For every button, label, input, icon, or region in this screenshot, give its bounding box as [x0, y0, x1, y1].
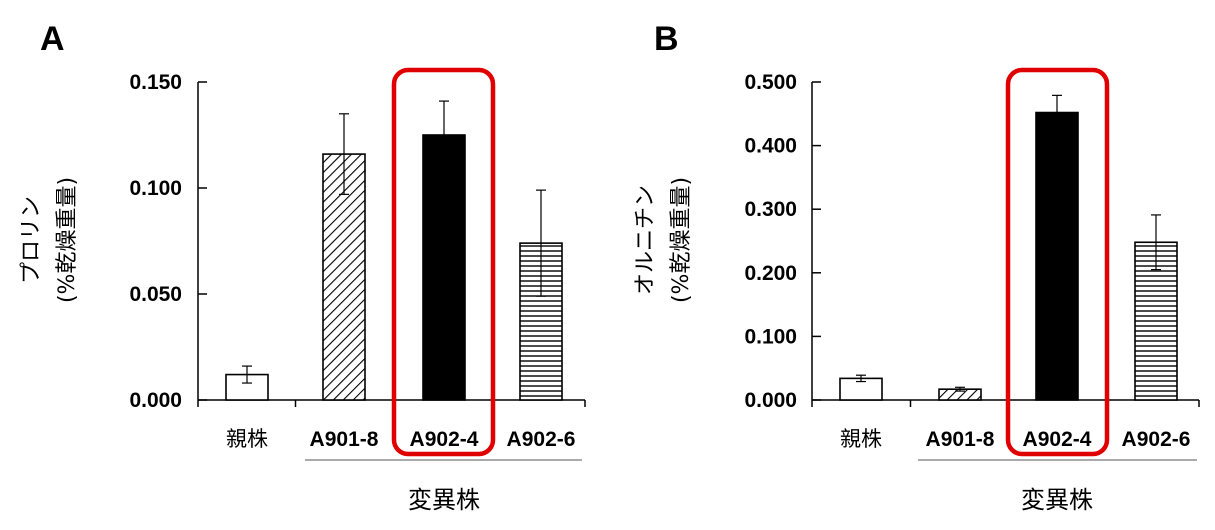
y-tick-label: 0.300	[744, 198, 797, 221]
y-tick-label: 0.400	[744, 135, 797, 158]
y-axis-title-a: プロリン	[19, 196, 44, 284]
panel-letter-a: A	[40, 20, 65, 58]
y-axis-unit-a: (%乾燥重量)	[55, 177, 80, 303]
x-category-label: A901-8	[926, 428, 995, 451]
panel-letter-b: B	[654, 20, 679, 58]
highlight-box	[1005, 67, 1110, 457]
y-tick-label: 0.000	[129, 389, 182, 412]
x-category-label: A902-6	[1122, 428, 1191, 451]
y-tick-label: 0.050	[129, 283, 182, 306]
y-tick-label: 0.200	[744, 262, 797, 285]
y-tick-label: 0.100	[129, 177, 182, 200]
x-category-label: A902-4	[410, 428, 479, 451]
y-tick-label: 0.100	[744, 325, 797, 348]
x-category-label: 親株	[840, 427, 882, 451]
group-label: 変異株	[1021, 486, 1093, 514]
panel-b: B オルニチン (%乾燥重量) 0.000 0.100 0.200 0.300 0.40…	[633, 20, 1200, 514]
y-tick-label: 0.500	[744, 71, 797, 94]
x-category-label: A902-6	[507, 428, 576, 451]
x-category-label: A902-4	[1023, 428, 1092, 451]
plot-area-b: 0.000 0.100 0.200 0.300 0.400 0.500 親株 A901-8 A9…	[744, 67, 1200, 514]
x-category-label: 親株	[226, 427, 268, 451]
highlight-box	[391, 67, 496, 457]
y-axis-unit-b: (%乾燥重量)	[669, 177, 694, 303]
y-tick-label: 0.150	[129, 71, 182, 94]
y-axis-title-b: オルニチン	[633, 185, 658, 295]
y-tick-label: 0.000	[744, 389, 797, 412]
group-label: 変異株	[408, 486, 480, 514]
panel-a: A プロリン (%乾燥重量) 0.000 0.050 0.100 0.150 親株 A90…	[19, 20, 586, 514]
bar-A901-8	[322, 153, 366, 401]
x-category-label: A901-8	[310, 428, 379, 451]
plot-area-a: 0.000 0.050 0.100 0.150 親株 A901-8 A902-4 A902-6…	[129, 67, 586, 514]
bar-A902-4	[1035, 111, 1079, 401]
bar-A902-4	[422, 134, 466, 401]
